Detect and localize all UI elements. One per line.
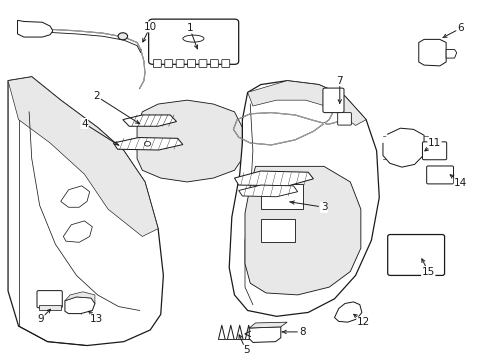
Text: 9: 9 xyxy=(37,314,44,324)
FancyBboxPatch shape xyxy=(388,234,444,275)
Polygon shape xyxy=(113,138,183,150)
Text: 14: 14 xyxy=(454,178,467,188)
Polygon shape xyxy=(249,322,287,328)
Polygon shape xyxy=(446,50,457,58)
Text: 7: 7 xyxy=(337,76,343,86)
Polygon shape xyxy=(8,77,163,346)
FancyBboxPatch shape xyxy=(37,291,62,308)
Text: 12: 12 xyxy=(357,317,370,327)
FancyBboxPatch shape xyxy=(210,60,219,67)
FancyBboxPatch shape xyxy=(261,219,295,242)
FancyBboxPatch shape xyxy=(199,60,207,67)
FancyBboxPatch shape xyxy=(39,305,61,310)
Polygon shape xyxy=(419,39,446,66)
Ellipse shape xyxy=(183,35,204,42)
FancyBboxPatch shape xyxy=(261,184,303,209)
Polygon shape xyxy=(123,115,176,126)
Polygon shape xyxy=(335,302,362,322)
Polygon shape xyxy=(229,81,379,316)
Polygon shape xyxy=(65,297,95,314)
FancyBboxPatch shape xyxy=(338,113,351,125)
Text: 15: 15 xyxy=(421,266,435,276)
Text: 11: 11 xyxy=(428,138,441,148)
Polygon shape xyxy=(247,81,366,126)
Circle shape xyxy=(145,141,151,146)
Text: 8: 8 xyxy=(299,327,306,337)
Polygon shape xyxy=(245,166,361,295)
Polygon shape xyxy=(383,128,424,167)
Text: 4: 4 xyxy=(81,118,88,129)
Text: 6: 6 xyxy=(458,23,464,33)
Polygon shape xyxy=(61,186,90,207)
Text: 5: 5 xyxy=(243,345,249,355)
FancyBboxPatch shape xyxy=(422,142,447,160)
Text: 1: 1 xyxy=(186,23,193,33)
Polygon shape xyxy=(65,292,95,303)
FancyBboxPatch shape xyxy=(323,88,344,113)
FancyBboxPatch shape xyxy=(165,60,172,67)
FancyBboxPatch shape xyxy=(188,60,196,67)
Circle shape xyxy=(118,33,127,40)
FancyBboxPatch shape xyxy=(427,166,454,184)
FancyBboxPatch shape xyxy=(222,60,230,67)
Text: 13: 13 xyxy=(90,314,103,324)
Text: 3: 3 xyxy=(320,202,327,212)
Polygon shape xyxy=(239,185,297,197)
Text: 2: 2 xyxy=(93,91,100,101)
Polygon shape xyxy=(63,221,92,242)
Polygon shape xyxy=(137,100,243,182)
Polygon shape xyxy=(235,171,314,186)
FancyBboxPatch shape xyxy=(148,19,239,64)
FancyBboxPatch shape xyxy=(176,60,184,67)
Polygon shape xyxy=(18,20,53,37)
Polygon shape xyxy=(8,77,158,237)
Text: 10: 10 xyxy=(144,22,157,32)
FancyBboxPatch shape xyxy=(153,60,161,67)
Polygon shape xyxy=(249,327,281,342)
